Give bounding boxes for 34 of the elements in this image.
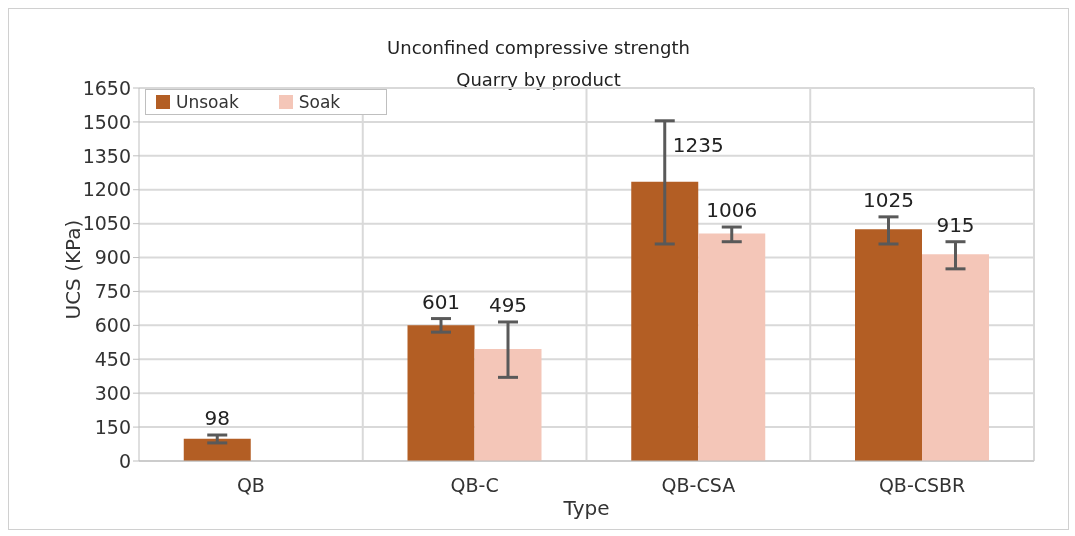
y-tick-label: 1350 — [82, 144, 131, 167]
bar — [474, 349, 542, 461]
y-tick-label: 750 — [94, 280, 131, 303]
data-label: 915 — [936, 212, 975, 237]
data-label: 1025 — [863, 187, 914, 212]
bar — [183, 438, 251, 461]
bar — [407, 325, 475, 461]
y-tick-label: 450 — [94, 348, 131, 371]
chart-subtitle: Quarry by product — [456, 69, 621, 90]
legend-label: Soak — [297, 92, 341, 112]
data-label: 1006 — [706, 198, 758, 223]
bar — [922, 254, 989, 461]
x-tick-label: QB-C — [450, 474, 499, 497]
x-axis-title: Type — [562, 496, 610, 520]
x-tick-label: QB — [236, 474, 265, 497]
bar — [698, 233, 766, 461]
chart-title: Unconfined compressive strength — [386, 37, 691, 58]
data-label: 98 — [204, 406, 230, 430]
y-tick-label: 150 — [94, 415, 131, 438]
y-tick-label: 300 — [94, 381, 131, 404]
data-label: 495 — [488, 292, 528, 317]
legend-label: Unsoak — [175, 92, 239, 112]
x-tick-label: QB-CSBR — [878, 474, 966, 497]
bar — [855, 229, 922, 461]
bar — [631, 181, 699, 461]
y-tick-label: 0 — [118, 449, 131, 472]
y-tick-label: 1200 — [82, 178, 131, 201]
data-label: 601 — [421, 289, 461, 314]
data-label: 1235 — [672, 132, 724, 157]
y-tick-label: 900 — [94, 246, 131, 269]
x-tick-label: QB-CSA — [661, 474, 736, 497]
y-tick-label: 600 — [94, 314, 131, 337]
y-tick-label: 1650 — [82, 76, 131, 99]
y-tick-label: 1500 — [82, 110, 131, 133]
